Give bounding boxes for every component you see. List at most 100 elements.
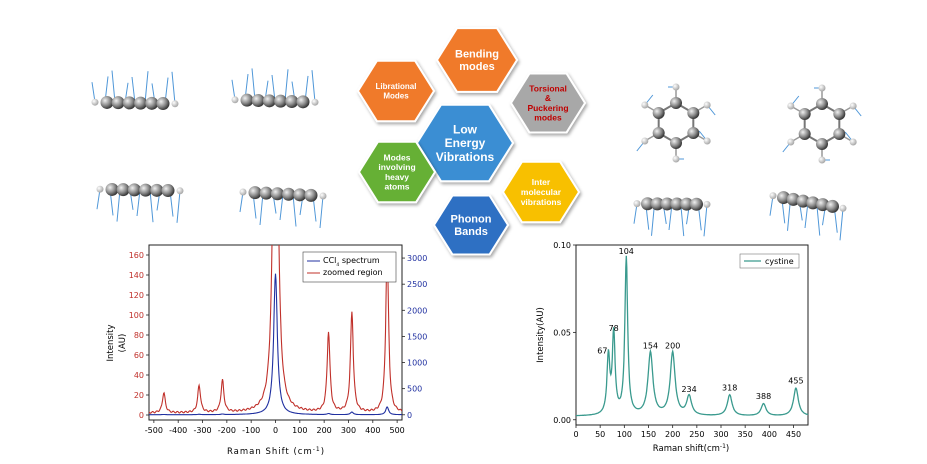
hex-label-librational: Librational bbox=[376, 82, 417, 91]
hex-label-phonon: Bands bbox=[454, 226, 488, 238]
hex-shape-heavy bbox=[357, 140, 437, 204]
chart2-legend-box bbox=[739, 253, 800, 269]
hex-label-heavy: involving bbox=[378, 162, 415, 172]
chart2-xlabel: Raman shift(cm-1) bbox=[653, 443, 729, 455]
molecule-top-left-2 bbox=[231, 68, 319, 109]
chart2-frame bbox=[575, 244, 809, 426]
chart1-y-right-tick-label: 3000 bbox=[407, 254, 427, 263]
hex-label-bending: Bending bbox=[455, 49, 499, 61]
hex-label-torsional: Torsional bbox=[529, 83, 567, 93]
legend-label-zoomed: zoomed region bbox=[323, 268, 383, 277]
chart2-peak-label: 318 bbox=[722, 383, 737, 392]
chart1-x-tick-label: 500 bbox=[389, 426, 404, 435]
molecule-illustrations bbox=[91, 68, 862, 241]
chart2-x-tick-label: 50 bbox=[595, 430, 605, 439]
chart2-x-tick-label: 400 bbox=[762, 430, 777, 439]
hex-label-center: Low bbox=[453, 122, 478, 136]
chart2-peak-label: 455 bbox=[788, 376, 803, 385]
chart1-x-tick-label: 300 bbox=[341, 426, 356, 435]
chart2-peak-label: 104 bbox=[619, 247, 634, 256]
hex-label-bending: modes bbox=[459, 61, 494, 73]
chart1-x-tick-label: -200 bbox=[218, 426, 236, 435]
chart2-y-tick-label: 0.00 bbox=[553, 416, 571, 425]
hex-label-torsional: modes bbox=[534, 113, 562, 123]
chart1-x-tick-label: -100 bbox=[242, 426, 260, 435]
chart1-ylabel-line2: (AU) bbox=[118, 334, 128, 353]
chart2-peak-label: 154 bbox=[643, 341, 658, 350]
chart1-y-right-tick-label: 1500 bbox=[407, 332, 427, 341]
molecule-bottom-left-2 bbox=[239, 186, 327, 229]
chart2-y-tick-label: 0.10 bbox=[553, 241, 571, 250]
legend-label-cystine: cystine bbox=[765, 257, 794, 266]
chart1-y-left-tick-label: 80 bbox=[134, 331, 144, 340]
hex-shape-librational bbox=[356, 59, 436, 123]
chart1-x-tick-label: 0 bbox=[273, 426, 278, 435]
chart1-y-left-tick-label: 20 bbox=[134, 391, 144, 400]
hex-shape-phonon bbox=[432, 194, 510, 256]
molecule-bottom-right-2 bbox=[769, 191, 847, 241]
chart1-x-tick-label: -400 bbox=[169, 426, 187, 435]
chart2-series-line bbox=[576, 255, 809, 417]
chart2-peak-label: 78 bbox=[609, 324, 619, 333]
chart1-x-tick-label: -500 bbox=[145, 426, 163, 435]
molecule-ring-1 bbox=[636, 83, 716, 163]
hex-label-heavy: atoms bbox=[384, 182, 409, 192]
chart1-y-right-tick-label: 0 bbox=[407, 411, 412, 420]
chart1-y-left-tick-label: 120 bbox=[129, 291, 144, 300]
chart1-x-tick-label: 100 bbox=[292, 426, 307, 435]
hex-shape-intermolecular bbox=[501, 160, 581, 224]
hex-label-intermolecular: Inter bbox=[532, 177, 551, 187]
chart2-x-tick-label: 450 bbox=[786, 430, 801, 439]
chart2-y-tick-label: 0.05 bbox=[553, 328, 571, 337]
hex-label-torsional: Puckering bbox=[527, 103, 568, 113]
chart1-y-right-tick-label: 1000 bbox=[407, 359, 427, 368]
cystine-raman-chart: 0 50 100 150 200 250 300 350 400 4500.000.050.10 … bbox=[536, 241, 809, 455]
chart1-x-tick-label: 400 bbox=[365, 426, 380, 435]
chart1-y-left-tick-label: 60 bbox=[134, 351, 144, 360]
chart1-y-right-tick-label: 2500 bbox=[407, 280, 427, 289]
hex-label-center: Vibrations bbox=[436, 150, 495, 164]
chart1-y-left-tick-label: 100 bbox=[129, 311, 144, 320]
chart1-y-right-tick-label: 500 bbox=[407, 385, 422, 394]
chart1-y-left-tick-label: 160 bbox=[129, 251, 144, 260]
hex-shape-torsional bbox=[509, 72, 587, 134]
chart2-x-tick-label: 300 bbox=[713, 430, 728, 439]
hex-label-heavy: Modes bbox=[384, 152, 411, 162]
chart2-x-tick-label: 200 bbox=[665, 430, 680, 439]
chart1-ylabel-line1: Intensity bbox=[106, 325, 116, 362]
hex-label-intermolecular: vibrations bbox=[521, 197, 562, 207]
chart1-xlabel: Raman Shift (cm-1) bbox=[227, 446, 325, 458]
molecule-top-left-1 bbox=[91, 70, 179, 111]
chart1-y-right-tick-label: 2000 bbox=[407, 306, 427, 315]
hex-shape-bending bbox=[435, 27, 519, 93]
chart1-y-left-tick-label: 0 bbox=[139, 411, 144, 420]
chart1-series-line bbox=[149, 273, 402, 416]
hex-label-phonon: Phonon bbox=[451, 214, 492, 226]
chart2-x-tick-label: 0 bbox=[573, 430, 578, 439]
hex-label-librational: Modes bbox=[383, 91, 409, 100]
chart1-legend-box bbox=[302, 251, 397, 283]
chart2-peak-label: 200 bbox=[665, 341, 680, 350]
chart1-x-tick-label: -300 bbox=[193, 426, 211, 435]
chart1-series-line bbox=[149, 245, 402, 414]
hex-label-torsional: & bbox=[545, 93, 551, 103]
chart1-y-left-tick-label: 40 bbox=[134, 371, 144, 380]
chart2-peak-label: 234 bbox=[681, 385, 696, 394]
chart2-peak-label: 388 bbox=[756, 392, 771, 401]
hex-label-center: Energy bbox=[445, 136, 486, 150]
legend-label-ccl4: CCl4 spectrum bbox=[323, 256, 380, 268]
hex-label-heavy: heavy bbox=[385, 172, 409, 182]
chart2-x-tick-label: 350 bbox=[738, 430, 753, 439]
chart2-x-tick-label: 100 bbox=[617, 430, 632, 439]
chart2-ylabel: Intensity(AU) bbox=[536, 307, 546, 363]
chart2-x-tick-label: 150 bbox=[641, 430, 656, 439]
hexagon-cluster: LowEnergyVibrationsBendingmodesLibration… bbox=[356, 27, 587, 256]
